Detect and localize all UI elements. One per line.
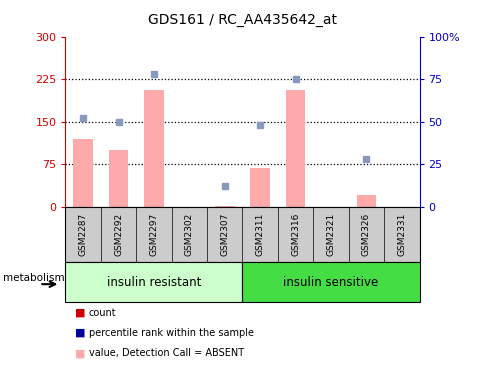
Bar: [250, 168, 270, 207]
Text: ■: ■: [75, 348, 86, 358]
Text: GSM2287: GSM2287: [78, 213, 88, 256]
Text: GSM2311: GSM2311: [255, 213, 264, 256]
Text: GSM2292: GSM2292: [114, 213, 123, 256]
Text: metabolism: metabolism: [3, 273, 65, 283]
Bar: [73, 139, 93, 207]
Text: count: count: [89, 308, 116, 318]
Bar: [356, 195, 376, 207]
Text: GSM2297: GSM2297: [149, 213, 158, 256]
Text: GSM2302: GSM2302: [184, 213, 194, 256]
Text: value, Detection Call = ABSENT: value, Detection Call = ABSENT: [89, 348, 243, 358]
Text: GSM2307: GSM2307: [220, 213, 229, 256]
Text: insulin resistant: insulin resistant: [106, 276, 201, 289]
Text: ■: ■: [75, 308, 86, 318]
Text: GSM2331: GSM2331: [396, 213, 406, 256]
FancyBboxPatch shape: [242, 262, 419, 302]
Text: GSM2316: GSM2316: [290, 213, 300, 256]
FancyBboxPatch shape: [65, 207, 419, 262]
Bar: [108, 150, 128, 207]
Bar: [285, 90, 305, 207]
Text: percentile rank within the sample: percentile rank within the sample: [89, 328, 253, 338]
Bar: [144, 90, 164, 207]
Bar: [214, 206, 234, 207]
Text: GDS161 / RC_AA435642_at: GDS161 / RC_AA435642_at: [148, 13, 336, 27]
FancyBboxPatch shape: [65, 262, 242, 302]
Text: GSM2326: GSM2326: [361, 213, 370, 256]
Text: GSM2321: GSM2321: [326, 213, 335, 256]
Text: insulin sensitive: insulin sensitive: [283, 276, 378, 289]
Text: ■: ■: [75, 328, 86, 338]
